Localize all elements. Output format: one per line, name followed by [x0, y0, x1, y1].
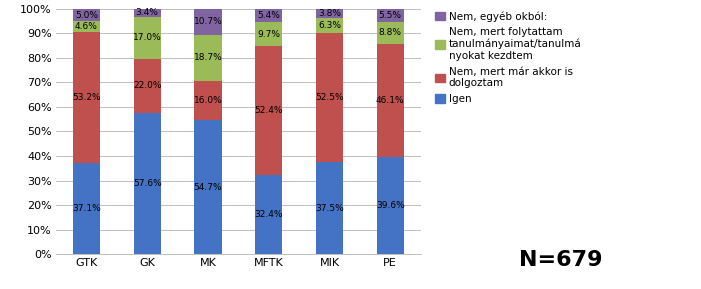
Text: 52.4%: 52.4% [254, 106, 283, 115]
Bar [134, 59, 161, 113]
Bar [315, 8, 343, 18]
Bar [376, 44, 404, 157]
Text: 3.4%: 3.4% [136, 8, 158, 17]
Bar [315, 18, 343, 33]
Text: 52.5%: 52.5% [315, 93, 343, 102]
Text: 39.6%: 39.6% [376, 201, 404, 210]
Bar [255, 22, 283, 46]
Bar [73, 163, 100, 254]
Bar [376, 22, 404, 44]
Bar [255, 175, 283, 254]
Bar [255, 9, 283, 22]
Text: 57.6%: 57.6% [132, 179, 162, 188]
Text: 37.1%: 37.1% [72, 204, 101, 213]
Text: 5.0%: 5.0% [75, 11, 98, 20]
Text: N=679: N=679 [519, 250, 603, 270]
Bar [73, 32, 100, 163]
Text: 5.4%: 5.4% [257, 11, 280, 20]
Bar [194, 8, 222, 35]
Bar [194, 81, 222, 120]
Bar [376, 157, 404, 254]
Bar [315, 33, 343, 162]
Legend: Nem, egyéb okból:, Nem, mert folytattam
tanulmányaimat/tanulmá
nyokat kezdtem, N: Nem, egyéb okból:, Nem, mert folytattam … [433, 9, 583, 106]
Text: 4.6%: 4.6% [75, 22, 98, 31]
Text: 8.8%: 8.8% [379, 29, 402, 38]
Bar [134, 113, 161, 254]
Bar [134, 17, 161, 59]
Text: 22.0%: 22.0% [133, 81, 161, 90]
Text: 32.4%: 32.4% [254, 210, 283, 219]
Text: 17.0%: 17.0% [132, 34, 162, 42]
Text: 6.3%: 6.3% [318, 21, 341, 30]
Bar [194, 35, 222, 81]
Bar [194, 120, 222, 254]
Text: 54.7%: 54.7% [193, 183, 222, 192]
Text: 53.2%: 53.2% [72, 93, 101, 102]
Text: 16.0%: 16.0% [193, 96, 222, 105]
Text: 18.7%: 18.7% [193, 53, 222, 62]
Text: 46.1%: 46.1% [376, 96, 404, 105]
Text: 9.7%: 9.7% [257, 29, 280, 39]
Text: 5.5%: 5.5% [379, 11, 402, 20]
Bar [134, 9, 161, 17]
Text: 10.7%: 10.7% [193, 17, 222, 26]
Bar [73, 21, 100, 32]
Bar [73, 9, 100, 21]
Text: 37.5%: 37.5% [315, 204, 344, 213]
Text: 3.8%: 3.8% [318, 9, 341, 18]
Bar [315, 162, 343, 254]
Bar [376, 9, 404, 22]
Bar [255, 46, 283, 175]
